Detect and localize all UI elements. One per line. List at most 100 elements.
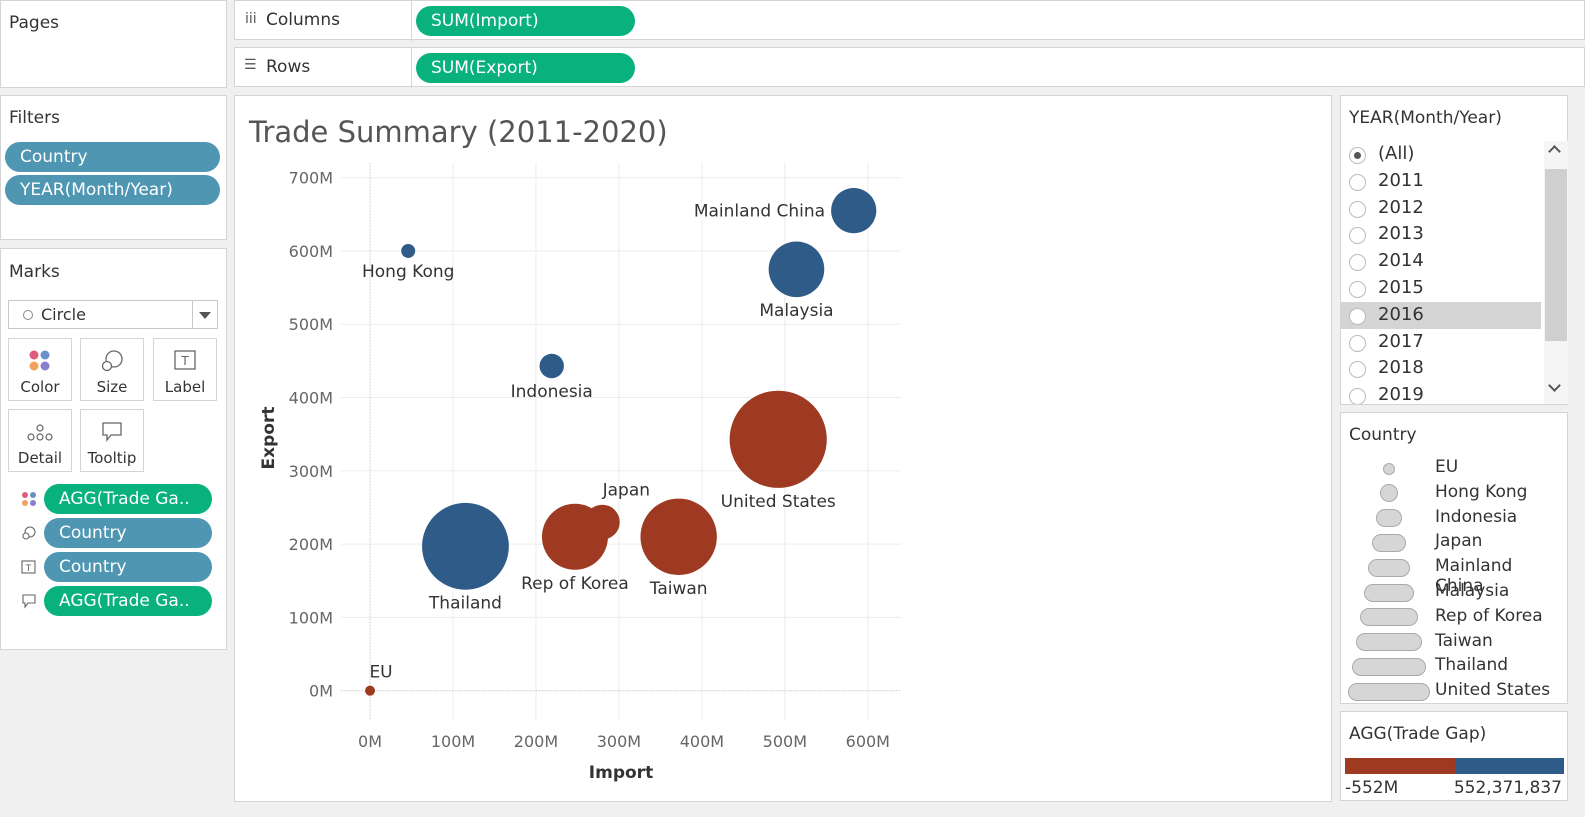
size-legend-shape: [1364, 583, 1414, 602]
y-axis-label: Export: [259, 407, 279, 470]
size-legend-list: EU Hong Kong Indonesia Japan Mainland China M…: [1341, 456, 1569, 706]
color-legend-max: 552,371,837: [1453, 778, 1562, 798]
size-button[interactable]: Size: [80, 338, 144, 401]
radio-button[interactable]: [1349, 173, 1366, 191]
scrollbar-thumb[interactable]: [1545, 169, 1567, 341]
size-icon: [22, 526, 36, 540]
year-option-label: 2018: [1378, 357, 1424, 379]
size-legend-item[interactable]: Hong Kong: [1341, 481, 1566, 506]
size-legend-label: Malaysia: [1435, 581, 1510, 601]
year-option[interactable]: 2017: [1341, 329, 1541, 356]
size-legend-item[interactable]: EU: [1341, 456, 1566, 481]
size-legend-label: Hong Kong: [1435, 481, 1528, 502]
chevron-down-icon[interactable]: [199, 312, 211, 319]
year-option-label: 2013: [1378, 223, 1424, 245]
year-option[interactable]: (All): [1341, 141, 1541, 168]
data-point-label: Mainland China: [694, 202, 825, 222]
y-tick-label: 300M: [289, 462, 333, 481]
encoding-pill-color[interactable]: AGG(Trade Ga..: [44, 484, 212, 514]
size-legend-item[interactable]: United States: [1341, 679, 1566, 704]
size-legend-label: EU: [1435, 457, 1459, 477]
color-ramp[interactable]: [1345, 758, 1564, 774]
color-legend-title: AGG(Trade Gap): [1349, 724, 1487, 744]
size-legend-item[interactable]: Japan: [1341, 530, 1566, 555]
size-legend-title: Country: [1349, 425, 1417, 445]
marks-panel: Marks Circle Color Size T Label: [0, 248, 227, 650]
color-button-label: Color: [20, 378, 60, 396]
data-point-label: Hong Kong: [362, 262, 454, 282]
size-legend-item[interactable]: Mainland China: [1341, 555, 1566, 596]
radio-button[interactable]: [1349, 227, 1366, 245]
year-option-label: 2016: [1378, 303, 1424, 325]
rows-icon: ☰: [244, 57, 257, 73]
size-legend-item[interactable]: Malaysia: [1341, 580, 1566, 605]
radio-button[interactable]: [1349, 361, 1366, 379]
year-option[interactable]: 2016: [1341, 301, 1541, 329]
y-tick-label: 600M: [289, 242, 333, 261]
radio-button[interactable]: [1349, 334, 1366, 352]
pages-panel: Pages: [0, 0, 227, 88]
encoding-pill-tooltip[interactable]: AGG(Trade Ga..: [44, 586, 212, 616]
data-point: [541, 503, 608, 570]
year-option[interactable]: 2018: [1341, 355, 1541, 382]
data-point: [539, 353, 564, 379]
axes: 0M 100M 200M 300M 400M 500M 600M 700M 0M 100M 200M…: [289, 163, 901, 751]
scrollbar[interactable]: [1544, 141, 1568, 404]
size-legend-shape: [1383, 462, 1395, 475]
svg-text:T: T: [180, 354, 189, 368]
size-legend-item[interactable]: Rep of Korea: [1341, 605, 1566, 630]
year-option-label: 2012: [1378, 196, 1424, 218]
tooltip-button[interactable]: Tooltip: [80, 409, 144, 472]
size-legend-item[interactable]: Thailand: [1341, 654, 1566, 679]
size-legend-label: Thailand: [1435, 655, 1509, 676]
encoding-pill-size[interactable]: Country: [44, 518, 212, 548]
x-tick-label: 200M: [514, 732, 558, 751]
color-button[interactable]: Color: [8, 338, 72, 401]
mark-type-dropdown[interactable]: Circle: [8, 300, 218, 329]
rows-pill-export[interactable]: SUM(Export): [416, 53, 635, 83]
pages-title: Pages: [9, 13, 60, 33]
chart-title: Trade Summary (2011-2020): [248, 115, 668, 149]
year-option[interactable]: 2013: [1341, 221, 1541, 248]
columns-shelf[interactable]: iii Columns SUM(Import): [234, 0, 1585, 41]
size-legend-item[interactable]: Indonesia: [1341, 506, 1566, 531]
color-ramp-positive: [1455, 758, 1564, 774]
tooltip-button-label: Tooltip: [87, 449, 137, 467]
size-legend-label: Indonesia: [1435, 506, 1518, 527]
radio-button[interactable]: [1349, 254, 1366, 272]
chevron-down-icon[interactable]: [1548, 379, 1561, 392]
x-tick-label: 400M: [680, 732, 724, 751]
data-point-label: EU: [369, 663, 392, 683]
year-option[interactable]: 2011: [1341, 168, 1541, 195]
y-tick-label: 100M: [289, 608, 333, 627]
radio-button[interactable]: [1349, 200, 1366, 218]
columns-icon: iii: [245, 11, 257, 27]
chevron-up-icon[interactable]: [1548, 145, 1561, 158]
color-icon: [22, 492, 36, 506]
radio-button[interactable]: [1349, 388, 1366, 404]
columns-pill-import[interactable]: SUM(Import): [416, 6, 635, 36]
filter-pill-year[interactable]: YEAR(Month/Year): [5, 175, 220, 205]
radio-button[interactable]: [1349, 147, 1366, 164]
year-option[interactable]: 2012: [1341, 195, 1541, 222]
data-point: [831, 188, 877, 234]
data-point: [640, 498, 717, 575]
radio-button[interactable]: [1349, 281, 1366, 298]
rows-shelf[interactable]: ☰ Rows SUM(Export): [234, 47, 1585, 88]
filter-pill-country[interactable]: Country: [5, 142, 220, 172]
size-legend-shape: [1368, 558, 1410, 577]
label-icon: T: [21, 560, 36, 574]
color-icon: [29, 350, 50, 371]
size-legend-item[interactable]: Taiwan: [1341, 630, 1566, 655]
year-option[interactable]: 2015: [1341, 275, 1541, 302]
marks-title: Marks: [9, 262, 60, 282]
detail-button[interactable]: Detail: [8, 409, 72, 472]
year-option[interactable]: 2014: [1341, 248, 1541, 275]
x-tick-label: 500M: [763, 732, 807, 751]
shelf-divider: [411, 1, 412, 41]
year-option[interactable]: 2019: [1341, 382, 1541, 404]
label-button[interactable]: T Label: [153, 338, 217, 401]
radio-button[interactable]: [1349, 307, 1366, 325]
encoding-pill-label[interactable]: Country: [44, 552, 212, 582]
detail-icon: [27, 424, 53, 441]
